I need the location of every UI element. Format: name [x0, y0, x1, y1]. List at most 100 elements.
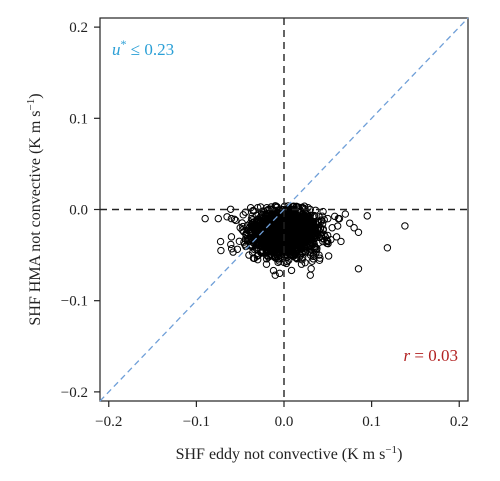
data-point — [227, 233, 236, 241]
data-point — [337, 237, 345, 246]
data-point — [292, 203, 301, 211]
data-point — [301, 220, 310, 229]
data-point — [287, 266, 296, 275]
data-point — [271, 271, 279, 279]
data-point — [232, 216, 240, 225]
one-to-one-line — [99, 17, 469, 402]
data-point — [223, 213, 231, 221]
data-point — [272, 254, 280, 263]
data-point — [354, 265, 363, 273]
data-point — [401, 222, 409, 230]
data-point — [267, 247, 276, 255]
data-point — [341, 210, 350, 218]
data-point — [275, 269, 284, 278]
data-point — [274, 242, 283, 250]
data-point — [288, 220, 296, 228]
x-tick-label: 0.0 — [275, 414, 294, 430]
data-point — [253, 234, 261, 242]
data-point — [265, 214, 273, 223]
data-point — [230, 215, 239, 224]
data-point — [269, 266, 278, 275]
data-point — [319, 207, 327, 216]
data-point — [311, 243, 320, 252]
data-point — [297, 244, 305, 253]
data-point — [354, 228, 363, 236]
data-point — [261, 233, 269, 242]
data-point — [216, 237, 225, 246]
ustar-annotation: u* ≤ 0.23 — [112, 37, 174, 59]
data-point — [383, 244, 392, 252]
data-point — [255, 214, 264, 222]
data-point — [229, 248, 237, 256]
data-point — [240, 240, 249, 248]
data-point — [259, 229, 267, 238]
y-axis-label: SHF HMA not convective (K m s−1) — [25, 93, 44, 325]
data-point — [269, 217, 277, 225]
data-point — [294, 227, 302, 236]
data-point — [263, 247, 272, 256]
data-point — [309, 250, 318, 258]
data-point — [346, 219, 354, 227]
x-tick-label: −0.1 — [183, 414, 210, 430]
data-point — [227, 240, 235, 249]
data-point — [258, 233, 266, 241]
data-point — [217, 246, 225, 255]
data-point — [245, 251, 253, 259]
y-tick-label: 0.2 — [69, 20, 88, 36]
data-point — [302, 230, 311, 238]
data-point — [273, 223, 281, 231]
data-point — [308, 226, 316, 234]
data-point — [254, 255, 262, 264]
data-point — [248, 222, 256, 231]
data-point — [281, 238, 289, 246]
points-group — [201, 202, 409, 279]
data-point — [262, 260, 271, 268]
data-point — [267, 237, 275, 246]
data-point — [227, 245, 236, 253]
data-point — [284, 256, 293, 264]
data-point — [293, 232, 301, 241]
data-point — [257, 241, 265, 249]
data-point — [296, 208, 304, 217]
data-point — [315, 251, 323, 259]
data-point — [298, 236, 306, 245]
data-point — [328, 224, 336, 232]
data-point — [363, 212, 371, 220]
data-point — [324, 252, 333, 260]
data-point — [306, 271, 314, 279]
data-point — [264, 252, 272, 260]
data-point — [334, 214, 343, 223]
x-tick-label: 0.2 — [450, 414, 469, 430]
data-point — [309, 255, 318, 263]
y-tick-label: 0.0 — [69, 203, 88, 219]
r-annotation: r = 0.03 — [404, 346, 458, 365]
x-axis-label: SHF eddy not convective (K m s−1) — [176, 444, 403, 463]
data-point — [246, 227, 254, 235]
data-point — [238, 219, 246, 227]
y-tick-label: −0.1 — [61, 294, 88, 310]
data-point — [350, 224, 358, 232]
data-point — [332, 233, 341, 241]
data-point — [214, 214, 222, 223]
data-point — [289, 251, 297, 259]
data-point — [301, 218, 310, 227]
data-point — [274, 254, 283, 263]
data-point — [243, 228, 251, 236]
data-point — [274, 227, 282, 235]
data-point — [307, 264, 315, 273]
data-point — [315, 233, 324, 241]
data-point — [254, 218, 262, 226]
data-point — [241, 235, 250, 243]
data-point — [294, 237, 302, 246]
y-tick-label: 0.1 — [69, 111, 88, 127]
data-point — [271, 202, 279, 210]
data-point — [297, 260, 306, 268]
data-point — [238, 226, 246, 234]
data-point — [227, 214, 236, 223]
data-point — [315, 226, 323, 234]
data-point — [236, 224, 244, 232]
data-point — [287, 220, 295, 229]
data-point — [311, 206, 320, 214]
data-point — [319, 226, 327, 234]
